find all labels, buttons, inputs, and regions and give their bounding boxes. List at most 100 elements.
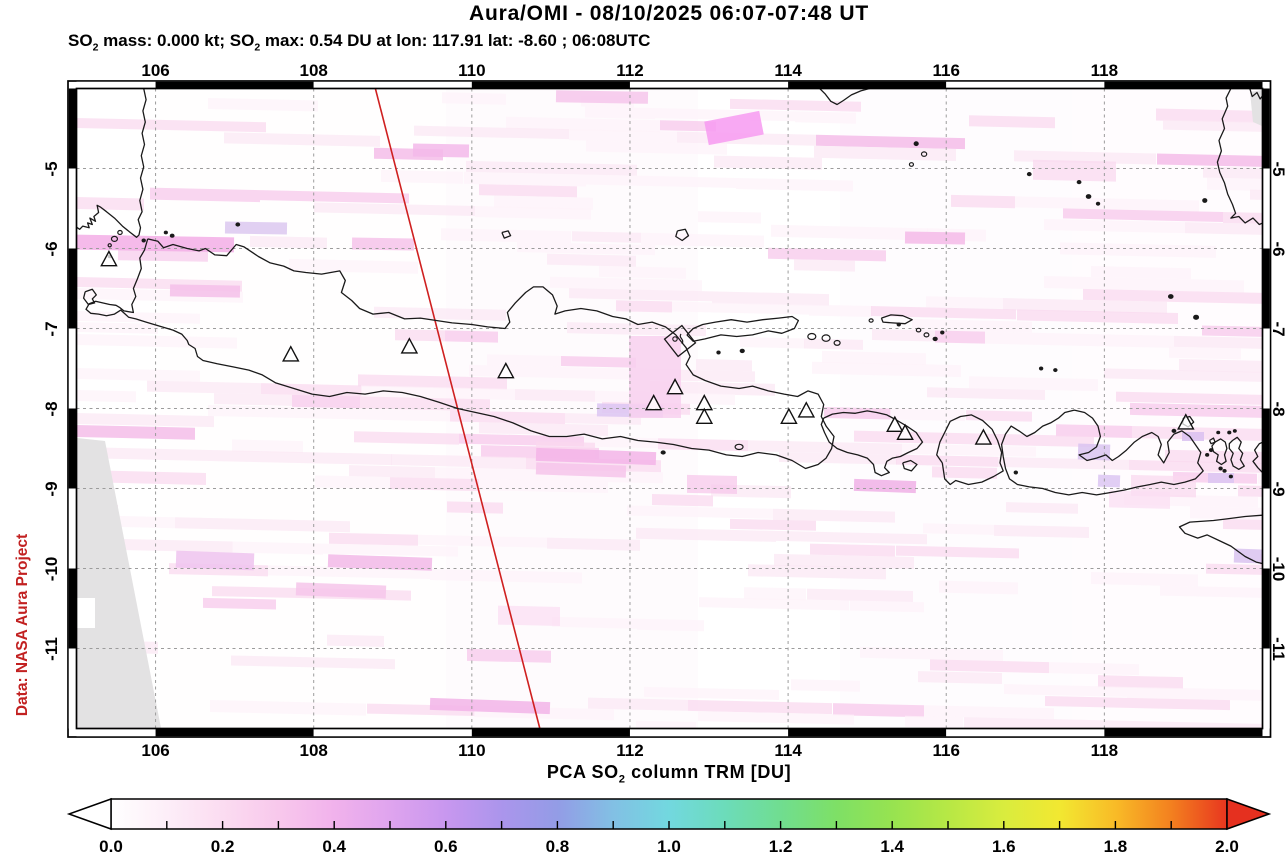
- swath-pixel: [260, 190, 409, 204]
- volcano-marker: [1177, 413, 1195, 430]
- border-segment: [1262, 488, 1270, 569]
- border-segment: [68, 568, 77, 649]
- island: [915, 327, 922, 333]
- border-segment: [1262, 248, 1270, 329]
- lon-label-bottom: 110: [458, 741, 486, 760]
- swath-pixel: [76, 367, 200, 382]
- volcano-marker: [497, 362, 515, 379]
- swath-pixel: [76, 321, 158, 334]
- swath-pixel: [807, 588, 913, 602]
- map-artifact-squiggle: [679, 333, 684, 345]
- swath-layer: [76, 92, 1263, 729]
- swath-pixel: [208, 97, 318, 112]
- border-outer: [67, 80, 1272, 738]
- volcano-marker: [100, 250, 118, 267]
- swath-pixel: [577, 163, 637, 176]
- swath-pixel: [471, 455, 526, 470]
- swath-pixel: [809, 304, 872, 318]
- border-segment: [946, 728, 1105, 737]
- island: [107, 243, 112, 248]
- volcano-marker: [886, 415, 904, 432]
- swath-pixel: [791, 679, 860, 692]
- swath-patch: [904, 231, 966, 245]
- island: [110, 235, 119, 242]
- island: [1053, 368, 1058, 373]
- swath-pixel: [569, 129, 677, 143]
- swath-pixel: [804, 338, 863, 350]
- colorbar-tick-label: 0.2: [210, 837, 235, 855]
- swath-pixel: [1223, 519, 1263, 532]
- island: [716, 350, 721, 355]
- island: [1193, 314, 1200, 320]
- swath-pixel: [464, 171, 586, 187]
- border-segment: [471, 81, 630, 89]
- swath-pixel: [740, 337, 805, 349]
- swath-pixel: [994, 524, 1089, 538]
- border-segment: [68, 408, 77, 489]
- swath-pixel: [1044, 275, 1244, 293]
- swath-patch: [169, 284, 241, 298]
- swath-pixel: [466, 160, 577, 175]
- swath-pixel: [905, 715, 963, 729]
- lon-label-top: 106: [141, 61, 170, 80]
- swath-pixel: [969, 115, 1055, 129]
- swath-patch: [175, 550, 255, 571]
- swath-pixel: [814, 145, 956, 161]
- swath-pixel: [850, 600, 924, 613]
- swath-patch: [704, 110, 764, 146]
- map-border: [67, 80, 1272, 738]
- swath-pixel: [1127, 686, 1263, 703]
- swath-pixel: [76, 389, 136, 403]
- swath-pixel: [890, 408, 965, 422]
- swath-pixel: [374, 408, 450, 422]
- border-segment: [788, 728, 947, 737]
- swath-pixel: [442, 92, 506, 105]
- swath-pixel: [636, 527, 776, 542]
- swath-pixel: [871, 306, 1016, 320]
- swath-pixel: [771, 224, 928, 241]
- swath-pixel: [547, 537, 640, 551]
- swath-patch: [853, 478, 917, 494]
- swath-pixel: [329, 532, 418, 546]
- colorbar-tick-label: 2.0: [1215, 837, 1239, 855]
- swath-pixel: [1098, 675, 1183, 690]
- swath-pixel: [696, 359, 752, 372]
- border-segment: [313, 81, 472, 89]
- border-segment: [313, 728, 472, 737]
- colorbar-tick-label: 1.8: [1103, 837, 1128, 855]
- swath-pixel: [658, 438, 748, 452]
- island: [807, 332, 817, 341]
- so2-stats-subtitle: SO2 mass: 0.000 kt; SO2 max: 0.54 DU at …: [68, 31, 651, 54]
- swath-pixel: [810, 543, 895, 557]
- swath-pixel: [845, 453, 897, 465]
- volcano-marker: [644, 394, 663, 411]
- swath-pixel: [231, 655, 395, 670]
- border-segment: [629, 728, 789, 737]
- subscript: 2: [92, 41, 99, 54]
- border-segment: [471, 728, 630, 737]
- coastline: [936, 414, 1004, 486]
- swath-pixel: [327, 634, 384, 647]
- colorbar-tick-label: 0.8: [545, 837, 570, 855]
- border-segment: [68, 648, 77, 729]
- island: [739, 348, 745, 354]
- swath-pixel: [414, 125, 569, 140]
- swath-pixel: [147, 380, 261, 395]
- swath-pixel: [795, 111, 856, 124]
- coastline: [902, 459, 918, 472]
- swath-pixel: [76, 424, 195, 440]
- swath-pixel: [1203, 166, 1263, 182]
- swath-pixel: [450, 410, 565, 425]
- coastline: [1208, 437, 1216, 445]
- swath-pixel: [76, 276, 175, 290]
- swath-pixel: [637, 618, 704, 632]
- swath-pixel: [1109, 490, 1170, 509]
- swath-pixel: [203, 597, 276, 610]
- swath-pixel: [816, 134, 965, 150]
- swath-pixel: [774, 553, 914, 570]
- swath-pixel: [585, 106, 655, 120]
- swath-pixel: [730, 518, 816, 531]
- swath-patch: [1208, 473, 1234, 483]
- swath-pixel: [232, 541, 323, 555]
